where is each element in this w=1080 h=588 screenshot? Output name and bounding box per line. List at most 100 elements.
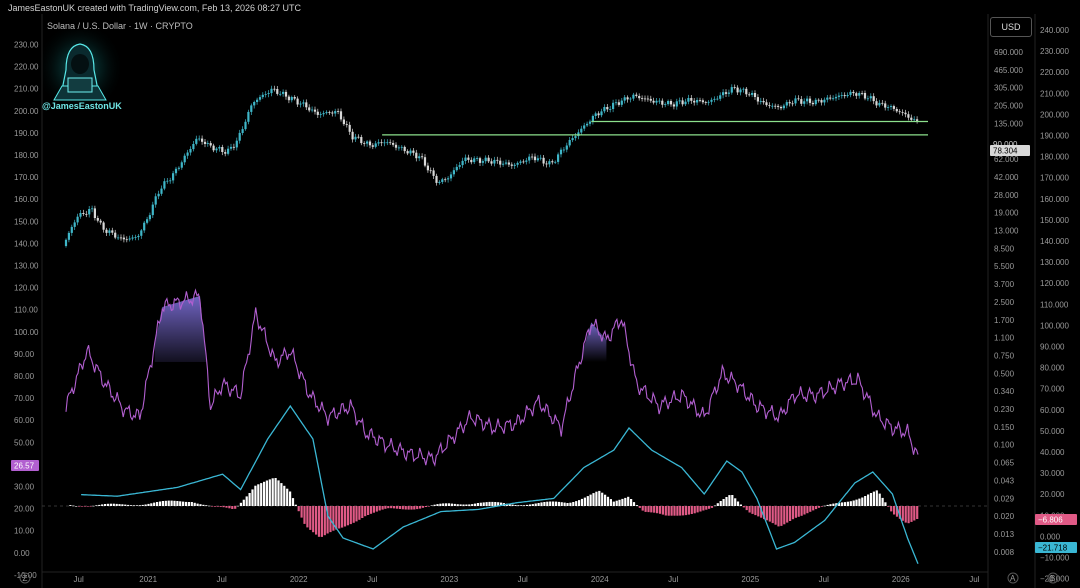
histogram-bar <box>439 503 442 506</box>
currency-button[interactable]: USD <box>990 17 1032 37</box>
y-log-tick-label: 19.000 <box>994 209 1019 218</box>
candle-body <box>125 239 128 241</box>
top-bar: JamesEastonUK created with TradingView.c… <box>0 0 1080 16</box>
candle-body <box>119 237 123 239</box>
candle-body <box>724 92 728 94</box>
candle-body <box>516 162 519 165</box>
candle-body <box>892 106 895 109</box>
histogram-bar <box>901 506 904 521</box>
candle-body <box>114 232 117 238</box>
y-right-tick-label: −20.000 <box>1040 575 1070 584</box>
candle-body <box>759 101 762 102</box>
histogram-bar <box>823 505 826 507</box>
histogram-bar <box>829 504 832 506</box>
candle-body <box>157 193 160 197</box>
candle-body <box>331 112 334 114</box>
candle-body <box>172 173 175 181</box>
y-right-tick-label: 160.000 <box>1040 195 1069 204</box>
histogram-bar <box>199 504 202 506</box>
histogram-bar <box>586 496 589 506</box>
histogram-bar <box>702 506 705 511</box>
histogram-bar <box>291 498 295 506</box>
histogram-bar <box>786 506 789 523</box>
y-right-tick-label: 240.000 <box>1040 26 1069 35</box>
candle-body <box>461 160 464 166</box>
histogram-bar <box>656 506 659 514</box>
candle-body <box>276 89 279 94</box>
histogram-bar <box>208 505 211 507</box>
candle-body <box>664 104 667 105</box>
histogram-bar <box>395 506 399 509</box>
histogram-bar <box>549 501 552 506</box>
histogram-bar <box>147 503 150 506</box>
x-tick-label: Jul <box>217 575 227 584</box>
candle-body <box>612 102 615 109</box>
histogram-bar <box>661 506 664 515</box>
histogram-bar <box>280 483 283 506</box>
candle-body <box>678 100 681 102</box>
histogram-bar <box>118 504 121 506</box>
candle-body <box>64 239 68 246</box>
candle-body <box>554 161 557 163</box>
candle-body <box>102 222 105 230</box>
candle-body <box>423 157 427 166</box>
candle-body <box>426 165 429 171</box>
candle-body <box>565 145 568 150</box>
candle-body <box>180 162 183 168</box>
candle-body <box>849 91 852 95</box>
histogram-bar <box>332 506 335 531</box>
histogram-value-label: −6.806 <box>1038 516 1063 525</box>
histogram-bar <box>869 493 873 506</box>
histogram-bar <box>297 506 300 512</box>
histogram-bar <box>673 506 676 516</box>
histogram-bar <box>225 506 228 508</box>
histogram-bar <box>841 502 844 506</box>
candle-body <box>441 179 444 182</box>
y-log-tick-label: 0.029 <box>994 494 1015 503</box>
histogram-bar <box>601 492 604 506</box>
histogram-bar <box>216 506 219 507</box>
histogram-bar <box>861 497 864 506</box>
histogram-bar <box>109 503 112 506</box>
candle-body <box>499 160 502 165</box>
y-log-tick-label: 305.000 <box>994 84 1023 93</box>
candle-body <box>774 105 777 107</box>
candle-body <box>111 230 114 233</box>
histogram-bar <box>578 500 581 506</box>
candle-body <box>869 96 872 99</box>
histogram-bar <box>780 506 783 526</box>
y-right-tick-label: 110.000 <box>1040 300 1069 309</box>
candle-body <box>806 98 809 102</box>
histogram-bar <box>838 502 841 506</box>
x-tick-label: 2024 <box>591 575 609 584</box>
histogram-bar <box>719 501 722 506</box>
y-right-tick-label: 80.000 <box>1040 364 1065 373</box>
histogram-bar <box>343 506 347 527</box>
watermark-handle: @JamesEastonUK <box>42 101 122 111</box>
y-left-tick-label: 50.00 <box>14 438 35 447</box>
y-log-tick-label: 1.100 <box>994 334 1015 343</box>
histogram-bar <box>407 506 410 510</box>
histogram-bar <box>138 505 141 506</box>
histogram-bar <box>398 506 401 509</box>
histogram-bar <box>430 505 433 506</box>
oscillator-value-label: 26.57 <box>14 462 35 471</box>
histogram-bar <box>424 506 427 507</box>
candle-body <box>143 222 146 231</box>
histogram-bar <box>615 500 618 506</box>
histogram-bar <box>69 505 72 506</box>
candle-body <box>846 95 849 97</box>
histogram-bar <box>263 481 266 506</box>
histogram-value-label-bg <box>1035 514 1077 525</box>
histogram-bar <box>121 504 124 506</box>
candle-body <box>128 238 131 240</box>
histogram-bar <box>739 504 742 506</box>
x-tick-label: Jul <box>74 575 84 584</box>
histogram-bar <box>647 506 650 513</box>
histogram-bar <box>815 506 818 510</box>
histogram-bar <box>72 505 75 507</box>
histogram-bar <box>315 506 318 535</box>
candle-body <box>82 213 85 214</box>
histogram-bar <box>809 506 812 512</box>
candle-body <box>476 158 479 159</box>
